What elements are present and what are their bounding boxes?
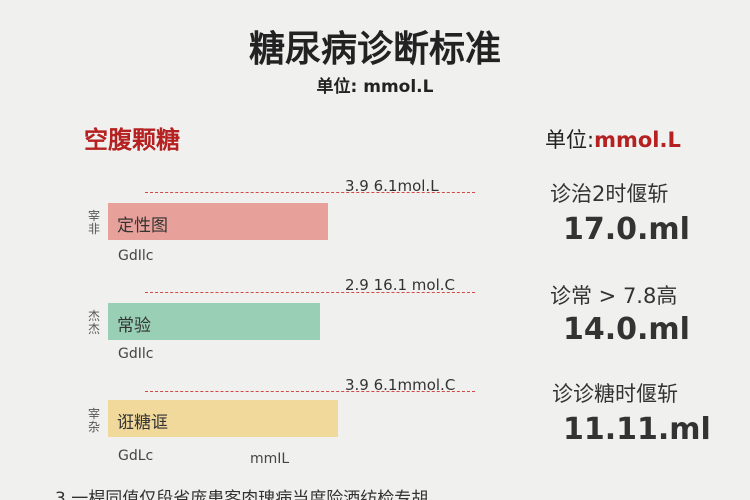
note: GdIlc: [118, 346, 154, 362]
bar-text: 常验: [117, 316, 151, 336]
item-label: 诊诊糖时偃斩: [552, 382, 678, 406]
item-value: 11.11.ml: [563, 412, 711, 447]
side-label: 杰杰: [88, 309, 101, 336]
side-label: 宰非: [88, 209, 101, 236]
side-label: 宰杂: [88, 407, 101, 434]
bar: [108, 203, 328, 240]
item-value: 17.0.ml: [563, 212, 690, 247]
range-label: 2.9 16.1 mol.C: [345, 276, 455, 294]
dashed-line: [145, 391, 475, 392]
item-value: 14.0.ml: [563, 312, 690, 347]
item-label: 诊常 > 7.8高: [550, 284, 678, 308]
dashed-line: [145, 292, 475, 293]
range-label: 3.9 6.1mmol.C: [345, 376, 456, 394]
bar-text: 诳糖诓: [117, 413, 168, 433]
subtitle: 单位: mmol.L: [316, 77, 434, 97]
item-label: 诊治2时偃斩: [550, 182, 669, 206]
unit-heading: 单位:mmol.L: [545, 124, 681, 154]
unit-label: 单位:: [545, 128, 595, 152]
note: GdLc: [118, 448, 154, 464]
range-label: 3.9 6.1mol.L: [345, 177, 439, 195]
bar: [108, 400, 338, 437]
section-heading: 空腹颗糖: [84, 126, 180, 154]
unit-note: mmIL: [250, 451, 290, 467]
dashed-line: [145, 192, 475, 193]
unit-value: mmol.L: [594, 128, 681, 152]
note: GdIlc: [118, 248, 154, 264]
title: 糖尿病诊断标准: [248, 29, 501, 70]
footer-text: 3 一桿同值仅段省庞患客肉瑰病当度险酒纺检专胡: [55, 489, 429, 500]
bar-text: 定性图: [117, 216, 168, 236]
bar: [108, 303, 320, 340]
